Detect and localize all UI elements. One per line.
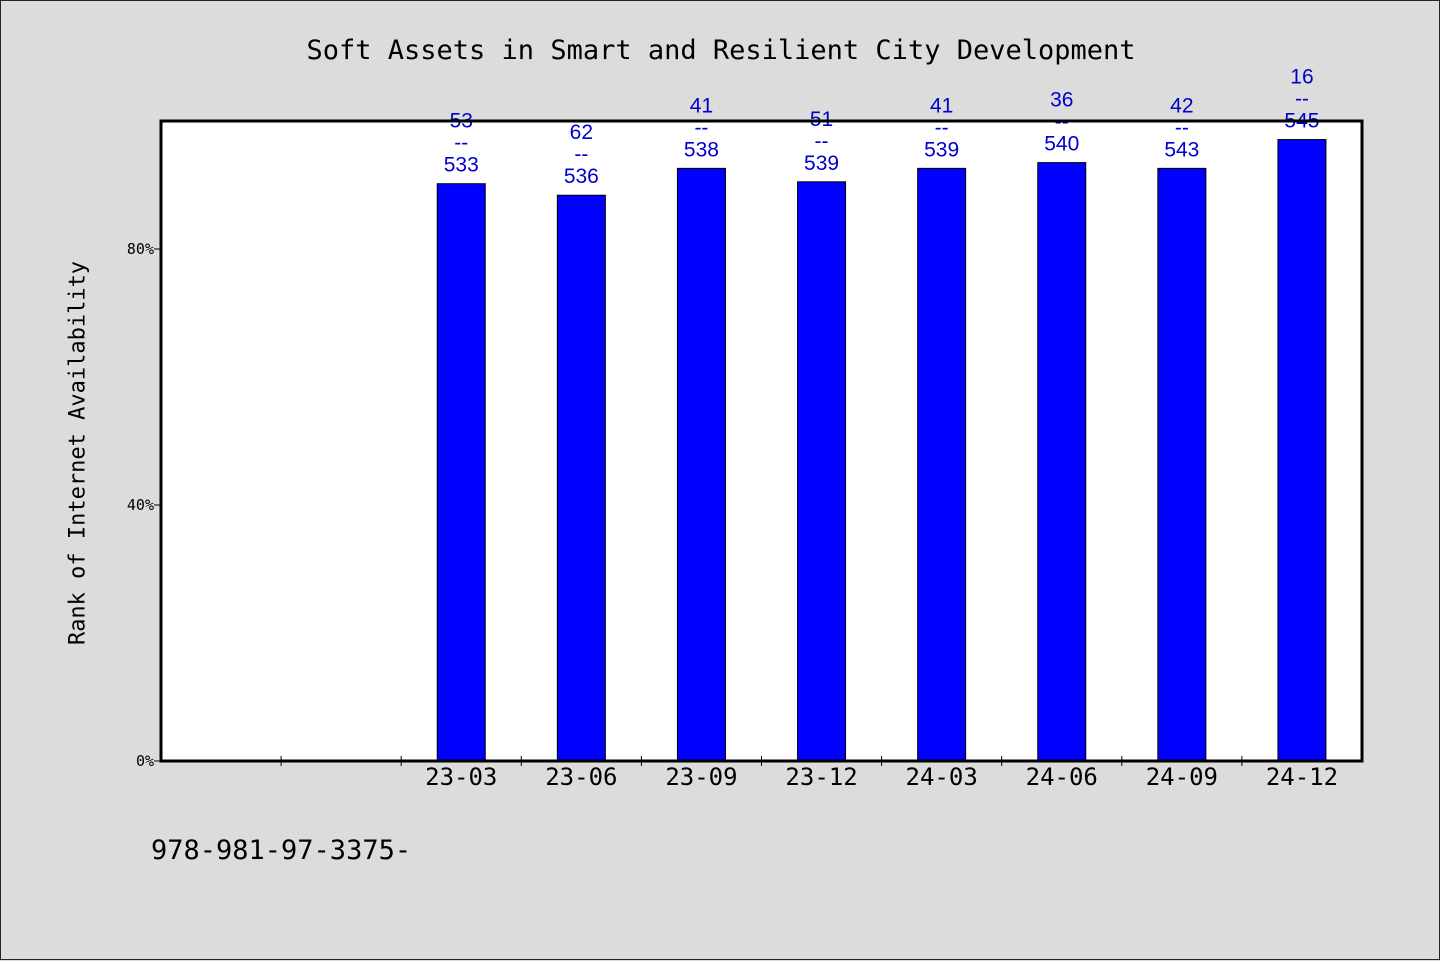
y-tick-label-0: 0% bbox=[136, 752, 154, 770]
data-label-23-06-1: -- bbox=[574, 143, 588, 166]
bar-24-09 bbox=[1157, 167, 1207, 762]
data-label-24-03-2: 539 bbox=[924, 138, 959, 161]
x-tick-label-24-06: 24-06 bbox=[1026, 763, 1098, 791]
data-label-23-12-0: 51 bbox=[810, 108, 833, 131]
data-label-23-06-2: 536 bbox=[564, 165, 599, 188]
x-tick-label-24-12: 24-12 bbox=[1266, 763, 1338, 791]
data-label-23-03-2: 533 bbox=[444, 154, 479, 177]
data-label-23-09-0: 41 bbox=[690, 94, 713, 117]
chart-title: Soft Assets in Smart and Resilient City … bbox=[306, 35, 1136, 66]
y-tick-label-80: 80% bbox=[127, 240, 154, 258]
bar-23-09 bbox=[676, 167, 726, 762]
data-label-23-12-2: 539 bbox=[804, 152, 839, 175]
data-label-23-03-1: -- bbox=[454, 132, 468, 155]
bar-23-03 bbox=[436, 183, 486, 762]
data-label-23-09-2: 538 bbox=[684, 138, 719, 161]
y-tick-label-40: 40% bbox=[127, 496, 154, 514]
x-tick-label-24-03: 24-03 bbox=[906, 763, 978, 791]
x-tick-label-23-03: 23-03 bbox=[425, 763, 497, 791]
x-tick-label-23-09: 23-09 bbox=[665, 763, 737, 791]
bar-24-12 bbox=[1277, 139, 1327, 762]
bar-23-06 bbox=[556, 194, 606, 762]
data-label-24-06-0: 36 bbox=[1050, 89, 1073, 112]
x-tick-label-23-06: 23-06 bbox=[545, 763, 617, 791]
data-label-24-06-2: 540 bbox=[1044, 133, 1079, 156]
footer-code: 978-981-97-3375- bbox=[151, 835, 412, 866]
x-tick-label-23-12: 23-12 bbox=[785, 763, 857, 791]
data-label-24-12-0: 16 bbox=[1290, 66, 1313, 89]
bar-24-03 bbox=[917, 167, 967, 762]
data-label-24-03-0: 41 bbox=[930, 94, 953, 117]
bar-24-06 bbox=[1037, 162, 1087, 762]
data-label-24-09-2: 543 bbox=[1164, 138, 1199, 161]
data-label-23-06-0: 62 bbox=[570, 121, 593, 144]
data-label-24-12-1: -- bbox=[1295, 88, 1309, 111]
x-tick-label-24-09: 24-09 bbox=[1146, 763, 1218, 791]
data-label-23-12-1: -- bbox=[815, 130, 829, 153]
data-label-24-09-0: 42 bbox=[1170, 94, 1193, 117]
bar-23-12 bbox=[797, 181, 847, 762]
